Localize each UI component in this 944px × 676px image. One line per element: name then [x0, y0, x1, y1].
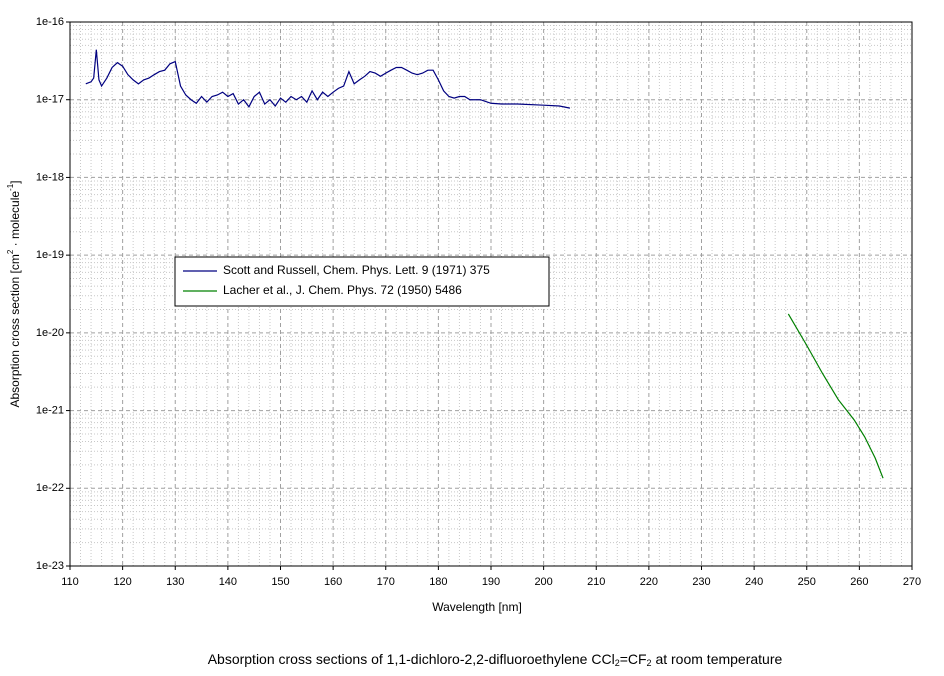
chart-title-part: 2: [615, 658, 620, 668]
x-tick-label: 190: [482, 576, 500, 588]
y-tick-label: 1e-23: [36, 560, 64, 572]
series-line: [85, 49, 571, 109]
x-tick-label: 120: [113, 576, 131, 588]
x-tick-label: 180: [429, 576, 447, 588]
y-tick-label: 1e-21: [36, 404, 64, 416]
y-axis-label-part: 2: [6, 249, 15, 254]
plot-frame: [69, 21, 913, 567]
y-axis-label-part: ]: [8, 180, 22, 183]
y-tick-label: 1e-22: [36, 482, 64, 494]
y-tick-label: 1e-20: [36, 327, 64, 339]
chart-title-part: at room temperature: [652, 651, 783, 667]
chart-title-part: =CF: [620, 651, 647, 667]
y-axis-label: Absorption cross section [cm2 · molecule…: [6, 180, 22, 407]
x-tick-label: 210: [587, 576, 605, 588]
y-tick-label: 1e-16: [36, 16, 64, 28]
x-tick-label: 220: [640, 576, 658, 588]
x-tick-label: 240: [745, 576, 763, 588]
series-line: [787, 313, 884, 479]
x-tick-label: 160: [324, 576, 342, 588]
y-tick-label: 1e-19: [36, 249, 64, 261]
x-tick-label: 270: [903, 576, 921, 588]
x-tick-label: 140: [219, 576, 237, 588]
x-tick-label: 150: [271, 576, 289, 588]
chart-title: Absorption cross sections of 1,1-dichlor…: [208, 651, 783, 669]
x-tick-label: 200: [534, 576, 552, 588]
legend-box: [174, 256, 550, 307]
chart-title-part: Absorption cross sections of 1,1-dichlor…: [208, 651, 615, 667]
legend-label: Scott and Russell, Chem. Phys. Lett. 9 (…: [223, 263, 490, 277]
y-axis-label-part: Absorption cross section [cm: [8, 254, 22, 407]
x-tick-label: 130: [166, 576, 184, 588]
x-axis-label: Wavelength [nm]: [432, 600, 522, 614]
legend-label: Lacher et al., J. Chem. Phys. 72 (1950) …: [223, 283, 462, 297]
y-tick-label: 1e-18: [36, 171, 64, 183]
x-tick-label: 170: [377, 576, 395, 588]
x-tick-label: 260: [850, 576, 868, 588]
x-tick-label: 110: [61, 576, 79, 588]
y-tick-label: 1e-17: [36, 94, 64, 106]
y-axis-label-part: -1: [6, 183, 15, 191]
y-axis-label-part: · molecule: [8, 191, 22, 250]
chart-title-part: 2: [647, 658, 652, 668]
x-tick-label: 230: [692, 576, 710, 588]
x-tick-label: 250: [798, 576, 816, 588]
